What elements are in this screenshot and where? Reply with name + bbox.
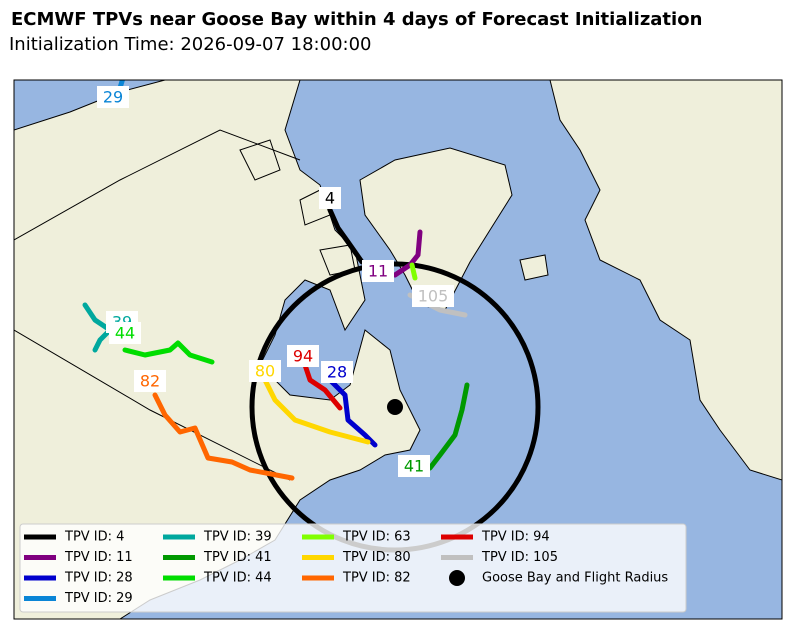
track-label: 44: [115, 324, 135, 343]
track: [302, 362, 343, 411]
track-label: 4: [325, 189, 335, 208]
track-label: 41: [404, 457, 424, 476]
border: [14, 129, 301, 241]
legend-label: TPV ID: 63: [342, 530, 411, 545]
track-label-box: [249, 360, 281, 382]
legend-label: TPV ID: 39: [203, 530, 272, 545]
track: [122, 340, 215, 365]
border: [14, 329, 291, 481]
track: [262, 377, 371, 445]
track-label-box: [97, 86, 129, 108]
track-label-box: [109, 322, 141, 344]
legend-label: TPV ID: 41: [203, 550, 272, 565]
track-label: 80: [255, 362, 275, 381]
track-label: 11: [368, 262, 388, 281]
track-label: 105: [418, 287, 449, 306]
track: [392, 229, 423, 278]
track: [152, 392, 295, 481]
track-label: 94: [293, 347, 313, 366]
track-label-box: [412, 285, 454, 307]
land: [14, 80, 782, 619]
track-label-box: [134, 370, 166, 392]
track-label-box: [398, 455, 430, 477]
legend-marker: [449, 570, 465, 586]
track-label-box: [362, 260, 394, 282]
track: [427, 382, 470, 471]
track-label-box: [287, 345, 319, 367]
legend-label: TPV ID: 82: [342, 571, 411, 586]
legend-label: TPV ID: 80: [342, 550, 411, 565]
track-label: 28: [327, 363, 347, 382]
map: 4112829394144808294105: [14, 80, 782, 619]
station-marker: [387, 399, 403, 415]
legend-label: TPV ID: 94: [481, 530, 550, 545]
legend-label: TPV ID: 44: [203, 571, 272, 586]
track-label-box: [321, 361, 353, 383]
track-label: 82: [140, 372, 160, 391]
legend-label: Goose Bay and Flight Radius: [482, 571, 668, 586]
legend-label: TPV ID: 4: [64, 530, 124, 545]
legend-label: TPV ID: 11: [64, 550, 133, 565]
legend: [19, 523, 687, 613]
map-frame: [13, 79, 783, 620]
track-label-box: [319, 187, 341, 209]
track: [327, 377, 378, 448]
title: ECMWF TPVs near Goose Bay within 4 days …: [11, 9, 702, 30]
legend-label: TPV ID: 29: [64, 591, 133, 606]
subtitle: Initialization Time: 2026-09-07 18:00:00: [9, 34, 372, 55]
track: [409, 262, 418, 281]
track-label: 29: [103, 88, 123, 107]
legend-label: TPV ID: 105: [481, 550, 558, 565]
track: [327, 207, 365, 265]
legend-label: TPV ID: 28: [64, 571, 133, 586]
